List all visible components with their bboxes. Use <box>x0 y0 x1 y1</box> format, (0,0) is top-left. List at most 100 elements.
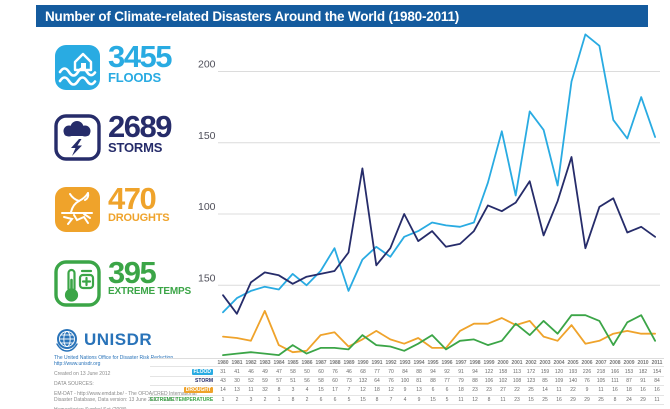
table-cell: 31 <box>220 368 226 375</box>
table-cell: 25 <box>542 396 548 403</box>
table-cell: 77 <box>374 368 380 375</box>
table-cell: 41 <box>234 368 240 375</box>
series-line-storm <box>222 156 656 315</box>
table-cell: 73 <box>346 377 352 384</box>
table-cell: 6 <box>333 396 337 403</box>
table-header-row: 1980 1981 1982 1983 1984 1985 1986 1987 1988 1989… <box>150 358 664 368</box>
year-header: 2007 <box>595 359 607 366</box>
table-cell: 4 <box>305 387 309 394</box>
table-cell: 22 <box>514 387 520 394</box>
table-cell: 5 <box>445 396 449 403</box>
table-cell: 70 <box>388 368 394 375</box>
table-cell: 106 <box>484 377 494 384</box>
table-cell: 22 <box>570 387 576 394</box>
table-cell: 3 <box>249 396 253 403</box>
table-cell: 85 <box>542 377 548 384</box>
data-sources-heading: DATA SOURCES: <box>54 381 94 387</box>
table-cell: 9 <box>417 396 421 403</box>
extreme-temps-label: EXTREME TEMPS <box>108 286 191 297</box>
unisdr-logo-text: UNISDR <box>84 330 153 349</box>
storms-label: STORMS <box>108 140 163 155</box>
table-cell: 9 <box>403 387 407 394</box>
table-cell: 25 <box>528 387 534 394</box>
y-axis-tick-label: 150 <box>198 130 216 142</box>
year-header: 1984 <box>273 359 285 366</box>
flood-icon <box>55 45 100 90</box>
y-axis-tick-label: 100 <box>198 201 216 213</box>
row-label-extreme-temperature: EXTREME TEMPERATURE <box>150 396 214 403</box>
table-cell: 7 <box>347 387 351 394</box>
year-header: 1998 <box>469 359 481 366</box>
table-cell: 11 <box>500 396 506 403</box>
source-symbols-line1: Humanitarian Symbol Set (2008) <box>54 407 204 409</box>
table-cell: 8 <box>613 396 617 403</box>
y-axis-tick-label: 200 <box>198 59 216 71</box>
table-cell: 84 <box>402 368 408 375</box>
unisdr-subtitle: The United Nations Office for Disaster R… <box>54 355 174 361</box>
table-cell: 15 <box>318 387 324 394</box>
table-cell: 108 <box>512 377 522 384</box>
table-cell: 109 <box>554 377 564 384</box>
table-cell: 24 <box>626 396 632 403</box>
table-row-extreme-temperature: EXTREME TEMPERATURE 1 2 3 2 1 8 2 6 6 5 15 8 7 4 9 15 5 11… <box>150 396 664 405</box>
year-header: 1986 <box>301 359 313 366</box>
table-cell: 16 <box>654 387 660 394</box>
stat-extreme-temps: 395 EXTREME TEMPS <box>54 255 191 307</box>
table-cell: 81 <box>416 377 422 384</box>
year-header: 2001 <box>511 359 523 366</box>
table-cell: 68 <box>360 368 366 375</box>
table-row-drought: DROUGHT 14 13 11 32 8 3 4 15 17 7 12 18 12 9 13 6 6 18 23 23… <box>150 386 664 396</box>
droughts-label: DROUGHTS <box>108 212 170 224</box>
year-header: 1991 <box>371 359 383 366</box>
table-cell: 49 <box>262 368 268 375</box>
year-header: 2009 <box>623 359 635 366</box>
table-cell: 1 <box>277 396 281 403</box>
table-cell: 47 <box>276 368 282 375</box>
row-label-storm: STORM <box>195 377 213 384</box>
table-cell: 46 <box>346 368 352 375</box>
table-cell: 57 <box>276 377 282 384</box>
table-cell: 218 <box>596 368 606 375</box>
year-header: 1980 <box>217 359 229 366</box>
table-cell: 50 <box>304 368 310 375</box>
year-header: 2003 <box>539 359 551 366</box>
table-cell: 88 <box>430 377 436 384</box>
table-cell: 154 <box>652 368 662 375</box>
year-header: 1988 <box>329 359 341 366</box>
table-cell: 76 <box>584 377 590 384</box>
table-cell: 132 <box>358 377 368 384</box>
table-cell: 23 <box>514 396 520 403</box>
table-cell: 6 <box>319 396 323 403</box>
table-row-flood: FLOOD 31 41 46 49 47 58 50 60 76 46 68 77 70 84 88 94 92 9… <box>150 367 664 377</box>
year-header: 1999 <box>483 359 495 366</box>
year-header: 1993 <box>399 359 411 366</box>
table-cell: 58 <box>290 368 296 375</box>
table-cell: 166 <box>610 368 620 375</box>
table-cell: 120 <box>554 368 564 375</box>
table-cell: 43 <box>220 377 226 384</box>
year-header: 1995 <box>427 359 439 366</box>
table-cell: 64 <box>374 377 380 384</box>
year-header: 2006 <box>581 359 593 366</box>
table-cell: 79 <box>458 377 464 384</box>
table-cell: 111 <box>611 377 619 384</box>
table-cell: 159 <box>540 368 550 375</box>
table-cell: 87 <box>626 377 632 384</box>
series-line-flood <box>222 33 656 314</box>
table-cell: 27 <box>500 387 506 394</box>
table-cell: 11 <box>458 396 464 403</box>
table-cell: 182 <box>638 368 648 375</box>
table-cell: 59 <box>262 377 268 384</box>
table-cell: 2 <box>305 396 309 403</box>
table-cell: 76 <box>388 377 394 384</box>
table-cell: 30 <box>234 377 240 384</box>
table-cell: 9 <box>585 387 589 394</box>
extreme-temps-count: 395 <box>108 255 157 290</box>
table-cell: 29 <box>640 396 646 403</box>
year-header: 1983 <box>259 359 271 366</box>
table-cell: 12 <box>388 387 394 394</box>
table-cell: 29 <box>570 396 576 403</box>
y-axis-tick-label: 150 <box>198 272 216 284</box>
source-emdat-line1: EM-DAT - http://www.emdat.be/ - The OFDA… <box>54 391 197 397</box>
